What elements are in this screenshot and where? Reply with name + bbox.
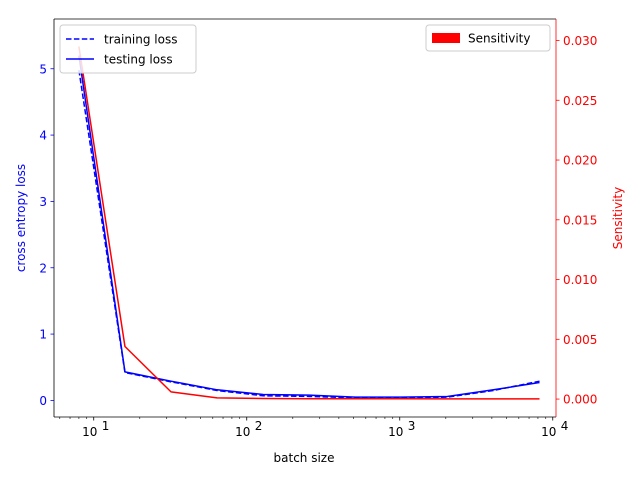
x-tick-exponent: 2 bbox=[255, 419, 263, 433]
x-tick-label: 10 bbox=[82, 425, 97, 439]
y-left-tick-label: 0 bbox=[39, 394, 47, 408]
y-right-tick-label: 0.000 bbox=[563, 393, 597, 407]
y-axis-left-label: cross entropy loss bbox=[14, 164, 28, 272]
y-axis-right: 0.000 0.005 0.010 0.015 0.020 0.025 0.030 bbox=[556, 34, 597, 407]
x-tick-label: 10 bbox=[541, 425, 556, 439]
series-line-sensitivity bbox=[78, 46, 540, 400]
x-tick-label: 10 bbox=[235, 425, 250, 439]
y-right-tick-label: 0.005 bbox=[563, 333, 597, 347]
y-left-tick-label: 2 bbox=[39, 261, 47, 275]
legend-label: testing loss bbox=[104, 53, 173, 67]
legend-left-box bbox=[59, 24, 197, 74]
x-tick-label: 10 bbox=[388, 425, 403, 439]
y-left-tick-label: 5 bbox=[39, 62, 47, 76]
series-layer bbox=[78, 46, 540, 400]
x-axis: 10 1 10 2 10 3 10 4 bbox=[59, 417, 569, 439]
y-right-tick-label: 0.025 bbox=[563, 94, 597, 108]
y-left-tick-label: 1 bbox=[39, 328, 47, 342]
frame-layer bbox=[53, 18, 557, 418]
x-tick-exponent: 1 bbox=[102, 419, 110, 433]
legend-left: training loss testing loss bbox=[59, 24, 197, 74]
y-right-tick-label: 0.015 bbox=[563, 213, 597, 227]
plot-area bbox=[54, 19, 556, 417]
y-left-tick-label: 3 bbox=[39, 195, 47, 209]
y-axis-left: 0 1 2 3 4 5 bbox=[39, 62, 54, 408]
y-right-tick-label: 0.030 bbox=[563, 34, 597, 48]
legend-label: Sensitivity bbox=[468, 32, 530, 46]
series-line-testing-loss bbox=[78, 55, 540, 398]
y-axis-right-label: Sensitivity bbox=[611, 187, 625, 249]
legend-right-box bbox=[425, 24, 551, 52]
y-right-tick-label: 0.020 bbox=[563, 154, 597, 168]
x-axis-label: batch size bbox=[274, 451, 335, 465]
plot-background bbox=[54, 19, 556, 417]
legend-right: Sensitivity bbox=[425, 24, 551, 52]
legend-swatch bbox=[432, 33, 460, 43]
y-right-tick-label: 0.010 bbox=[563, 273, 597, 287]
x-tick-exponent: 4 bbox=[561, 419, 569, 433]
y-left-tick-label: 4 bbox=[39, 129, 47, 143]
legend-label: training loss bbox=[104, 33, 177, 47]
x-tick-exponent: 3 bbox=[408, 419, 416, 433]
